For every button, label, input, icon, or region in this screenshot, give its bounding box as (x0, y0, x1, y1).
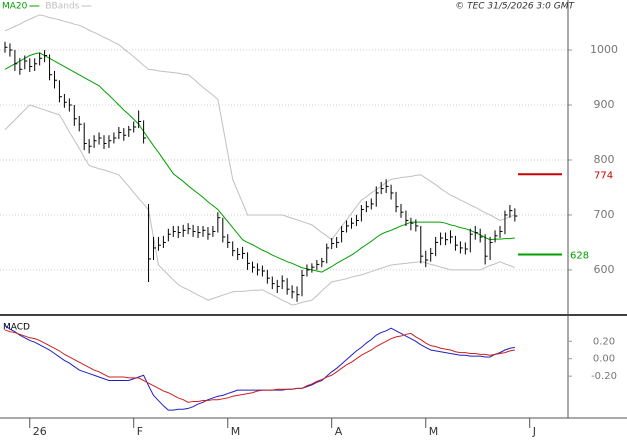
level-label: 628 (570, 251, 589, 262)
ma20-line (4, 52, 515, 273)
macd-y-tick-label: 0.00 (593, 354, 615, 365)
y-tick-label: 1000 (590, 43, 618, 56)
x-tick-label: F (137, 425, 143, 438)
x-tick-label: A (335, 425, 343, 438)
legend-label: MA20 (2, 2, 28, 12)
legend-label: BBands (45, 2, 79, 12)
x-tick-label: M (231, 425, 241, 438)
y-tick-label: 700 (594, 208, 615, 221)
macd-line (4, 329, 515, 403)
level-label: 774 (594, 170, 613, 181)
bband-upper (4, 14, 516, 241)
macd-y-tick-label: 0.20 (593, 336, 615, 347)
macd-y-tick-label: -0.20 (591, 371, 617, 382)
y-tick-label: 800 (594, 153, 615, 166)
bband-lower (4, 104, 516, 306)
x-tick-label: J (532, 425, 536, 438)
macd-title: MACD (3, 323, 30, 333)
x-tick-label: M (429, 425, 439, 438)
y-tick-label: 900 (594, 98, 615, 111)
y-tick-label: 600 (594, 263, 615, 276)
x-tick-label: 26 (33, 425, 47, 438)
copyright: © TEC 31/5/2026 3:0 GMT (455, 2, 575, 12)
